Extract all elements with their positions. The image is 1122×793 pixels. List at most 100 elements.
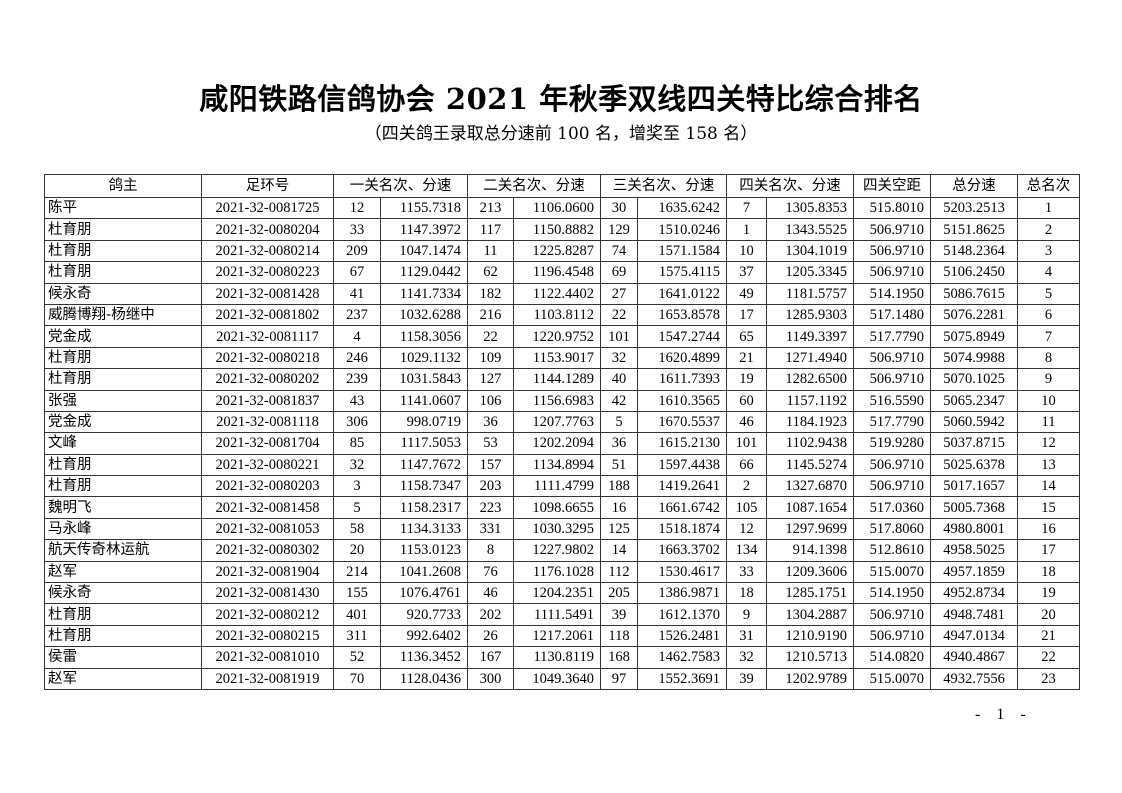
cell-leg3-speed: 1510.0246 — [637, 218, 727, 241]
cell-leg3-rank: 168 — [600, 646, 638, 669]
cell-leg3-speed: 1462.7583 — [637, 646, 727, 669]
cell-leg4-distance: 514.1950 — [853, 282, 931, 305]
cell-leg2-rank: 300 — [467, 667, 514, 690]
cell-leg4-speed: 1210.5713 — [766, 646, 854, 669]
cell-leg2-speed: 1207.7763 — [513, 410, 601, 434]
cell-total-speed: 5076.2281 — [930, 303, 1018, 327]
cell-leg3-rank: 74 — [600, 239, 638, 263]
cell-total-speed: 5065.2347 — [930, 389, 1018, 412]
cell-leg4-distance: 516.5590 — [853, 389, 931, 412]
page-number: - 1 - — [975, 706, 1032, 723]
cell-leg3-speed: 1552.3691 — [637, 667, 727, 690]
cell-total-speed: 4932.7556 — [930, 667, 1018, 690]
cell-leg2-rank: 202 — [467, 603, 514, 626]
cell-total-rank: 11 — [1017, 410, 1080, 434]
cell-total-rank: 14 — [1017, 475, 1080, 498]
cell-total-speed: 5106.2450 — [930, 261, 1018, 284]
table-row: 航天传奇林运航 2021-32-0080302 20 1153.0123 8 1227.9… — [44, 539, 1080, 562]
cell-total-speed: 5075.8949 — [930, 325, 1018, 348]
cell-leg2-rank: 8 — [467, 539, 514, 562]
cell-total-speed: 5005.7368 — [930, 496, 1018, 519]
cell-leg2-speed: 1098.6655 — [513, 496, 601, 519]
cell-leg1-speed: 1029.1132 — [380, 346, 468, 370]
table-row: 马永峰 2021-32-0081053 58 1134.3133 331 1030.329… — [44, 517, 1080, 541]
cell-leg3-rank: 42 — [600, 389, 638, 412]
cell-total-rank: 13 — [1017, 453, 1080, 477]
cell-leg1-speed: 1158.7347 — [380, 475, 468, 498]
table-row: 杜育朋 2021-32-0080204 33 1147.3972 117 1150.888… — [44, 218, 1080, 241]
cell-leg1-rank: 85 — [333, 432, 381, 455]
cell-total-rank: 21 — [1017, 624, 1080, 648]
cell-leg3-speed: 1612.1370 — [637, 603, 727, 626]
cell-leg4-distance: 515.0070 — [853, 667, 931, 690]
cell-leg4-speed: 1181.5757 — [766, 282, 854, 305]
cell-leg1-speed: 1032.6288 — [380, 303, 468, 327]
table-row: 党金成 2021-32-0081118 306 998.0719 36 1207.7763… — [44, 410, 1080, 434]
header-leg4-distance: 四关空距 — [853, 174, 931, 198]
cell-owner: 党金成 — [44, 325, 202, 348]
cell-leg1-rank: 33 — [333, 218, 381, 241]
cell-leg1-rank: 5 — [333, 496, 381, 519]
cell-leg3-speed: 1386.9871 — [637, 582, 727, 605]
cell-owner: 赵军 — [44, 667, 202, 690]
cell-leg4-speed: 1285.1751 — [766, 582, 854, 605]
cell-total-rank: 2 — [1017, 218, 1080, 241]
table-row: 杜育朋 2021-32-0080203 3 1158.7347 203 1111.4799… — [44, 475, 1080, 498]
cell-leg3-rank: 36 — [600, 432, 638, 455]
cell-leg4-distance: 512.8610 — [853, 539, 931, 562]
cell-leg1-speed: 920.7733 — [380, 603, 468, 626]
cell-leg3-rank: 125 — [600, 517, 638, 541]
cell-leg2-rank: 26 — [467, 624, 514, 648]
cell-leg4-distance: 506.9710 — [853, 239, 931, 263]
cell-owner: 杜育朋 — [44, 261, 202, 284]
cell-owner: 杜育朋 — [44, 453, 202, 477]
cell-leg3-rank: 27 — [600, 282, 638, 305]
header-leg1: 一关名次、分速 — [333, 174, 468, 198]
cell-leg2-rank: 216 — [467, 303, 514, 327]
cell-leg4-distance: 515.8010 — [853, 196, 931, 220]
cell-total-speed: 5086.7615 — [930, 282, 1018, 305]
cell-owner: 文峰 — [44, 432, 202, 455]
cell-leg1-speed: 1155.7318 — [380, 196, 468, 220]
cell-owner: 党金成 — [44, 410, 202, 434]
cell-ring-number: 2021-32-0081704 — [201, 432, 334, 455]
cell-total-rank: 22 — [1017, 646, 1080, 669]
table-row: 候永奇 2021-32-0081430 155 1076.4761 46 1204.235… — [44, 582, 1080, 605]
cell-leg4-rank: 65 — [726, 325, 767, 348]
cell-owner: 赵军 — [44, 560, 202, 584]
cell-leg1-speed: 998.0719 — [380, 410, 468, 434]
cell-leg4-speed: 1285.9303 — [766, 303, 854, 327]
cell-leg1-rank: 41 — [333, 282, 381, 305]
cell-leg4-rank: 101 — [726, 432, 767, 455]
cell-leg4-rank: 60 — [726, 389, 767, 412]
cell-ring-number: 2021-32-0080203 — [201, 475, 334, 498]
cell-leg2-rank: 11 — [467, 239, 514, 263]
cell-leg2-rank: 109 — [467, 346, 514, 370]
document-title: 咸阳铁路信鸽协会 2021 年秋季双线四关特比综合排名 — [199, 82, 923, 116]
cell-total-speed: 4957.1859 — [930, 560, 1018, 584]
cell-total-speed: 5037.8715 — [930, 432, 1018, 455]
cell-leg2-rank: 127 — [467, 368, 514, 391]
cell-leg3-speed: 1575.4115 — [637, 261, 727, 284]
cell-ring-number: 2021-32-0080218 — [201, 346, 334, 370]
cell-leg3-rank: 40 — [600, 368, 638, 391]
cell-leg4-speed: 1205.3345 — [766, 261, 854, 284]
cell-total-rank: 12 — [1017, 432, 1080, 455]
cell-ring-number: 2021-32-0081430 — [201, 582, 334, 605]
cell-leg2-rank: 117 — [467, 218, 514, 241]
header-leg2: 二关名次、分速 — [467, 174, 601, 198]
cell-leg4-distance: 506.9710 — [853, 603, 931, 626]
cell-leg1-speed: 1117.5053 — [380, 432, 468, 455]
cell-leg4-rank: 10 — [726, 239, 767, 263]
cell-leg2-speed: 1111.5491 — [513, 603, 601, 626]
cell-total-rank: 4 — [1017, 261, 1080, 284]
cell-leg4-speed: 1304.2887 — [766, 603, 854, 626]
cell-leg4-distance: 514.1950 — [853, 582, 931, 605]
cell-leg3-rank: 112 — [600, 560, 638, 584]
cell-leg1-rank: 12 — [333, 196, 381, 220]
cell-leg1-rank: 43 — [333, 389, 381, 412]
cell-leg4-rank: 2 — [726, 475, 767, 498]
cell-ring-number: 2021-32-0080302 — [201, 539, 334, 562]
header-total-rank: 总名次 — [1017, 174, 1080, 198]
cell-owner: 航天传奇林运航 — [44, 539, 202, 562]
